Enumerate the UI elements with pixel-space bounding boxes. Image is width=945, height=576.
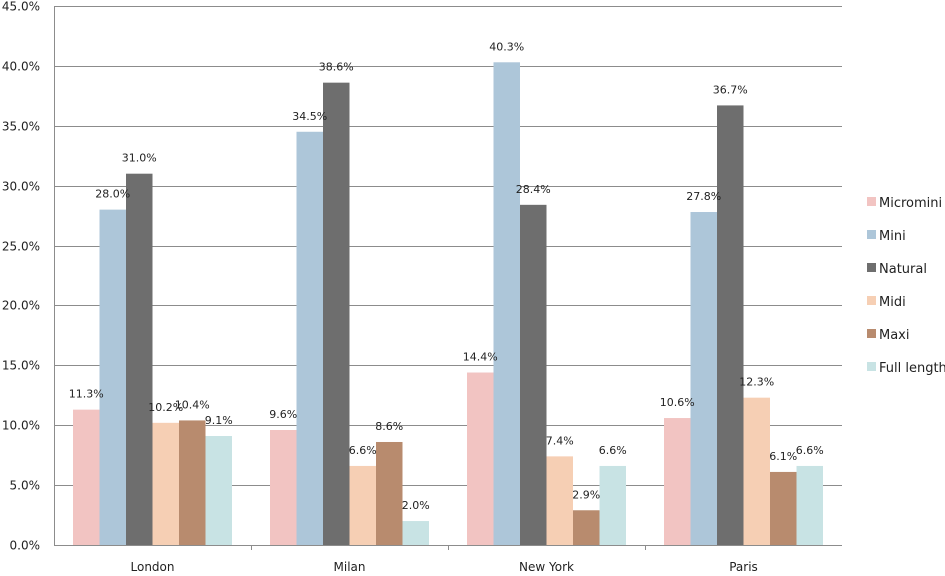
data-label: 9.1% <box>205 414 233 427</box>
y-tick-label: 30.0% <box>2 180 40 194</box>
y-tick-label: 25.0% <box>2 240 40 254</box>
bar-micromini <box>270 430 297 545</box>
legend-swatch-midi <box>867 296 876 305</box>
bar-micromini <box>664 418 691 545</box>
data-label: 11.3% <box>69 388 104 401</box>
legend-label: Mini <box>879 229 906 244</box>
x-axis <box>54 6 842 550</box>
y-tick-label: 45.0% <box>2 0 40 14</box>
data-label: 6.6% <box>349 444 377 457</box>
data-label: 14.4% <box>463 351 498 364</box>
data-label: 38.6% <box>319 61 354 74</box>
bar-midi <box>152 422 179 545</box>
x-tick-label: Milan <box>334 560 366 574</box>
legend-label: Natural <box>879 262 927 277</box>
bar-midi <box>349 465 376 545</box>
bar-natural <box>717 105 744 545</box>
data-label: 31.0% <box>122 152 157 165</box>
bar-midi <box>743 397 770 545</box>
bar-mini <box>99 209 126 545</box>
legend-swatch-natural <box>867 263 876 272</box>
legend-swatch-micromini <box>867 197 876 206</box>
data-labels: 11.3% 28.0% 31.0% 10.2%10.4% 9.1% 9.6% 34.5% 38… <box>69 40 824 512</box>
bar-micromini <box>467 372 494 545</box>
data-label: 6.6% <box>796 444 824 457</box>
legend-label: Micromini <box>879 196 942 211</box>
data-label: 28.0% <box>95 188 130 201</box>
data-label: 8.6% <box>375 420 403 433</box>
legend-swatch-mini <box>867 230 876 239</box>
bar-maxi <box>573 510 600 545</box>
data-label: 9.6% <box>269 408 297 421</box>
legend-swatch-maxi <box>867 329 876 338</box>
x-tick-label: London <box>131 560 175 574</box>
bar-midi <box>546 456 573 545</box>
bar-mini <box>690 212 717 546</box>
legend-swatch-full-length <box>867 362 876 371</box>
bar-micromini <box>73 409 100 545</box>
data-label: 34.5% <box>292 110 327 123</box>
legend: Micromini Mini Natural Midi Maxi Full length <box>867 196 945 376</box>
bars <box>73 62 823 546</box>
data-label: 40.3% <box>489 40 524 53</box>
data-label: 10.2% <box>148 401 183 414</box>
bar-full-length <box>402 521 429 545</box>
x-tick-label: Paris <box>729 560 758 574</box>
y-tick-label: 10.0% <box>2 419 40 433</box>
y-tick-label: 0.0% <box>10 539 41 553</box>
bar-full-length <box>599 465 626 545</box>
bar-natural <box>126 173 153 545</box>
bar-maxi <box>376 441 403 545</box>
data-label: 28.4% <box>516 183 551 196</box>
legend-label: Full length <box>879 361 945 376</box>
data-label: 2.9% <box>572 488 600 501</box>
data-label: 2.0% <box>402 499 430 512</box>
y-tick-label: 20.0% <box>2 299 40 313</box>
bar-maxi <box>179 420 206 545</box>
data-label: 12.3% <box>739 376 774 389</box>
x-tick-label: New York <box>519 560 574 574</box>
y-tick-label: 35.0% <box>2 120 40 134</box>
bar-natural <box>520 204 547 545</box>
y-tick-label: 40.0% <box>2 60 40 74</box>
bar-mini <box>493 62 520 545</box>
legend-label: Midi <box>879 295 906 310</box>
data-label: 36.7% <box>713 83 748 96</box>
bar-maxi <box>770 471 797 545</box>
data-label: 6.6% <box>599 444 627 457</box>
bar-full-length <box>205 436 232 545</box>
legend-label: Maxi <box>879 328 910 343</box>
y-axis-tick-labels: 0.0% 5.0% 10.0% 15.0% 20.0% 25.0% 30.0% 35.0% 40… <box>2 0 40 553</box>
x-axis-tick-labels: London Milan New York Paris <box>131 560 758 574</box>
bar-full-length <box>796 465 823 545</box>
bar-mini <box>296 131 323 545</box>
y-tick-label: 15.0% <box>2 359 40 373</box>
bar-natural <box>323 82 350 545</box>
data-label: 10.4% <box>175 398 210 411</box>
data-label: 27.8% <box>686 190 721 203</box>
y-tick-label: 5.0% <box>10 479 41 493</box>
data-label: 7.4% <box>546 434 574 447</box>
data-label: 6.1% <box>769 450 797 463</box>
data-label: 10.6% <box>660 396 695 409</box>
